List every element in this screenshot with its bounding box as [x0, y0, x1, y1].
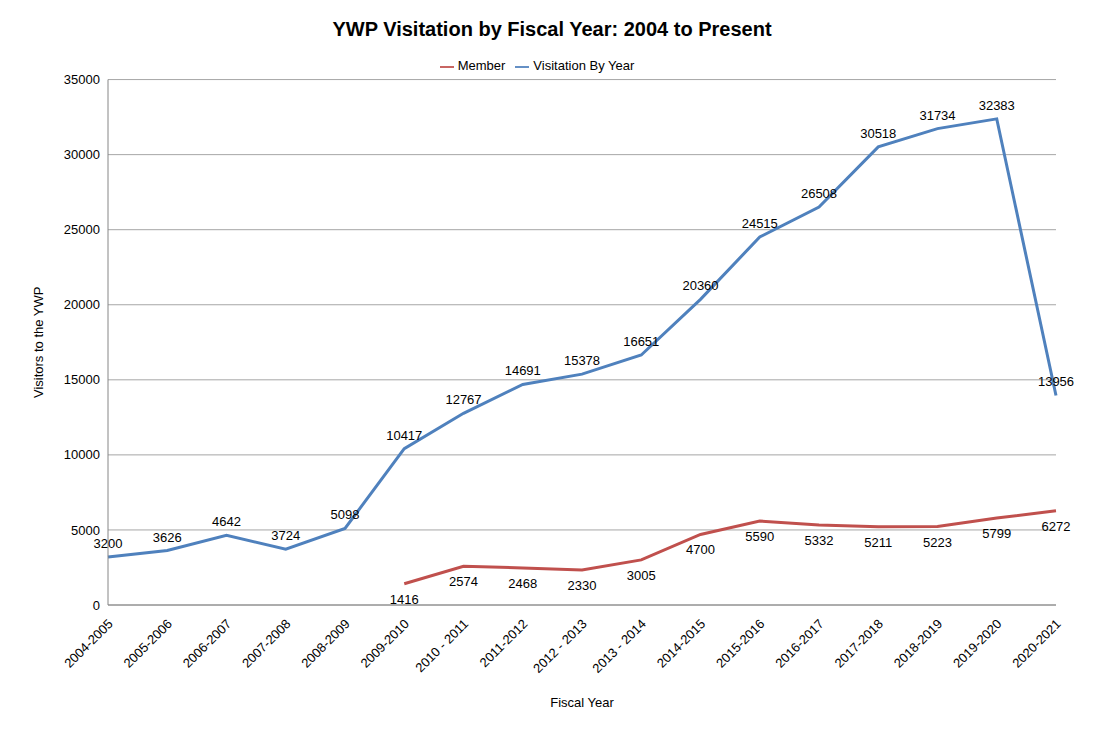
svg-text:32383: 32383	[979, 98, 1015, 113]
svg-text:16651: 16651	[623, 334, 659, 349]
svg-text:13956: 13956	[1038, 374, 1074, 389]
svg-text:3200: 3200	[94, 536, 123, 551]
svg-text:6272: 6272	[1042, 519, 1071, 534]
svg-text:2007-2008: 2007-2008	[239, 616, 294, 671]
svg-text:2020-2021: 2020-2021	[1009, 616, 1064, 671]
svg-text:2016-2017: 2016-2017	[772, 616, 827, 671]
svg-text:5332: 5332	[805, 533, 834, 548]
svg-text:2019-2020: 2019-2020	[950, 616, 1005, 671]
svg-text:2468: 2468	[508, 576, 537, 591]
html-text:Member: Member	[457, 58, 506, 73]
svg-text:5223: 5223	[923, 535, 952, 550]
svg-text:2013 - 2014: 2013 - 2014	[589, 616, 649, 676]
svg-text:10417: 10417	[386, 428, 422, 443]
svg-text:3724: 3724	[271, 528, 300, 543]
svg-text:31734: 31734	[919, 108, 955, 123]
svg-text:3005: 3005	[627, 568, 656, 583]
svg-text:5098: 5098	[331, 507, 360, 522]
svg-text:Visitors to the YWP: Visitors to the YWP	[31, 287, 46, 399]
svg-text:15378: 15378	[564, 353, 600, 368]
svg-text:4700: 4700	[686, 542, 715, 557]
svg-text:5799: 5799	[982, 526, 1011, 541]
html-text:Visitation By Year: Visitation By Year	[533, 58, 635, 73]
svg-text:Fiscal Year: Fiscal Year	[550, 695, 614, 710]
svg-text:35000: 35000	[64, 72, 100, 87]
svg-text:2004-2005: 2004-2005	[61, 616, 116, 671]
svg-text:25000: 25000	[64, 222, 100, 237]
svg-text:2008-2009: 2008-2009	[298, 616, 353, 671]
svg-text:2574: 2574	[449, 574, 478, 589]
svg-text:12767: 12767	[445, 392, 481, 407]
svg-text:20360: 20360	[682, 278, 718, 293]
svg-text:1416: 1416	[390, 592, 419, 607]
svg-text:5000: 5000	[71, 522, 100, 538]
svg-text:30518: 30518	[860, 126, 896, 141]
svg-text:3626: 3626	[153, 530, 182, 545]
svg-text:2015-2016: 2015-2016	[713, 616, 768, 671]
svg-text:2012 - 2013: 2012 - 2013	[530, 616, 590, 676]
svg-text:2009-2010: 2009-2010	[357, 616, 412, 671]
svg-text:0: 0	[93, 598, 100, 613]
svg-text:30000: 30000	[64, 147, 100, 162]
svg-text:5590: 5590	[745, 529, 774, 544]
svg-text:2017-2018: 2017-2018	[831, 616, 886, 671]
svg-text:2010 - 2011: 2010 - 2011	[412, 616, 471, 675]
html-text:YWP Visitation by Fiscal Year:: YWP Visitation by Fiscal Year: 2004 to P…	[332, 18, 772, 40]
svg-text:24515: 24515	[742, 216, 778, 231]
svg-text:2006-2007: 2006-2007	[180, 616, 235, 671]
svg-text:26508: 26508	[801, 186, 837, 201]
svg-text:2018-2019: 2018-2019	[891, 616, 946, 671]
svg-text:2011-2012: 2011-2012	[477, 616, 531, 670]
svg-text:14691: 14691	[505, 363, 541, 378]
svg-text:5211: 5211	[864, 535, 892, 550]
svg-text:20000: 20000	[64, 297, 100, 312]
svg-text:4642: 4642	[212, 514, 241, 529]
svg-text:15000: 15000	[64, 372, 100, 387]
svg-text:2330: 2330	[568, 578, 597, 593]
svg-text:2005-2006: 2005-2006	[120, 616, 175, 671]
svg-text:10000: 10000	[64, 447, 100, 462]
svg-text:2014-2015: 2014-2015	[654, 616, 709, 671]
